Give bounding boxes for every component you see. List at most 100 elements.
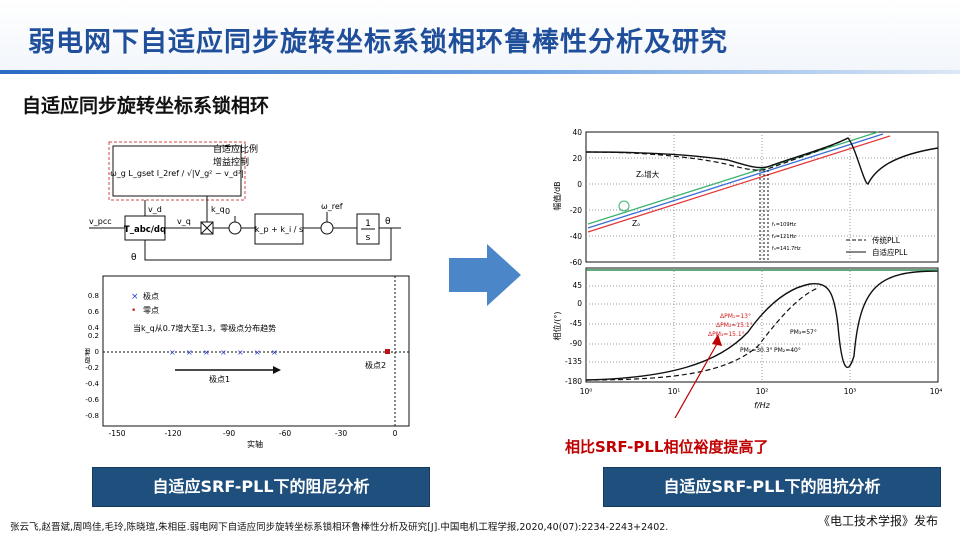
phase-tick: -45	[570, 319, 582, 328]
phase-ylabel: 相位/(°)	[552, 312, 562, 341]
zero-marker-icon: •	[131, 306, 136, 316]
mag-tick: 20	[572, 154, 582, 163]
pole-zero-plot: 0.8 0.6 0.4 0.2 0 -0.2 -0.4 -0.6 -0.8 -1…	[85, 275, 410, 449]
pole-marker: ×	[186, 348, 193, 357]
mag-tick: -20	[570, 206, 582, 215]
publisher-label: 《电工技术学报》发布	[817, 514, 938, 528]
transform-label: T_abc/dq	[124, 225, 166, 235]
pole1-label: 极点1	[209, 374, 230, 384]
pz-xtick: -30	[335, 429, 347, 438]
left-figure: ω_g L_gset I_2ref / √|V_g² − v_d²| 自适应比例…	[85, 132, 420, 450]
dpm-label: ΔPM₃=15.1°	[708, 331, 745, 338]
mag-tick: 0	[577, 180, 582, 189]
phase-ticks: 45 0 -45 -90 -135 -180	[565, 281, 582, 386]
gain-note-line1: 自适应比例	[213, 143, 258, 155]
pi-label: k_p + k_i / s	[255, 225, 303, 234]
title-rule	[0, 70, 960, 74]
right-figure: 40 20 0 -20 -40 -60 幅值/dB Zₒ Zₒ增大 f₁=109…	[548, 126, 946, 418]
pole2-label: 极点2	[365, 360, 386, 370]
freq-tick: 10¹	[668, 387, 681, 396]
caption-damping: 自适应SRF-PLL下的阻尼分析	[92, 467, 430, 507]
freq-label: f₂=121Hz	[772, 234, 796, 240]
note-pointer-arrow	[674, 341, 719, 418]
adaptive-pll-mag-curve	[585, 137, 939, 185]
pz-ytick: 0	[95, 348, 99, 356]
phase-tick: -180	[565, 377, 582, 386]
slide-title: 弱电网下自适应同步旋转坐标系锁相环鲁棒性分析及研究	[28, 27, 728, 58]
adaptive-gain-formula: ω_g L_gset I_2ref / √|V_g² − v_d²|	[110, 169, 244, 178]
traditional-pll-phase-curve	[585, 287, 819, 381]
freq-labels: f₁=109Hz f₂=121Hz f₃=141.7Hz	[772, 222, 801, 252]
zo-increase-label: Zₒ增大	[636, 169, 660, 179]
dpm-label: ΔPM₁=13°	[720, 313, 751, 320]
pz-xtick: -90	[223, 429, 235, 438]
pz-ytick: 0.8	[88, 292, 99, 300]
section-title: 自适应同步旋转坐标系锁相环	[22, 95, 270, 117]
theta-feedback-line	[144, 228, 392, 261]
vd-label: v_d	[148, 205, 162, 214]
zero-ref: 0	[225, 207, 230, 216]
block-diagram: ω_g L_gset I_2ref / √|V_g² − v_d²| 自适应比例…	[89, 141, 401, 263]
mag-ylabel: 幅值/dB	[552, 181, 562, 210]
vq-label: v_q	[177, 217, 191, 226]
pole-marker: ×	[254, 348, 261, 357]
gain-note-line2: 增益控制	[213, 156, 249, 168]
freq-xlabel: f/Hz	[754, 401, 771, 410]
phase-margin-note: 相比SRF-PLL相位裕度提高了	[565, 438, 769, 456]
phase-tick: 0	[577, 299, 582, 308]
pole-marker: ×	[169, 348, 176, 357]
traditional-pll-mag-curve	[585, 137, 849, 171]
legend-adaptive: 自适应PLL	[872, 247, 908, 257]
pz-ytick: 0.4	[88, 324, 100, 332]
pm-label: PM₂=40°	[774, 347, 801, 354]
mag-tick: -40	[570, 232, 582, 241]
pole2-marker	[385, 349, 390, 354]
zo-label: Zₒ	[632, 219, 640, 228]
pm-labels: PM₁=30.3° PM₂=40° PM₃=57°	[740, 329, 817, 354]
omega-ref-label: ω_ref	[321, 202, 343, 211]
title-bar	[0, 0, 960, 72]
kq-label: k_q	[211, 205, 225, 214]
pz-x-ticks: -150 -120 -90 -60 -30 0	[108, 429, 397, 438]
pz-xtick: 0	[393, 429, 398, 438]
pz-xtick: -60	[279, 429, 291, 438]
integrator-den: s	[366, 233, 371, 243]
pz-xtick: -120	[164, 429, 181, 438]
transition-arrow-icon	[449, 244, 521, 306]
pz-ytick: -0.8	[85, 412, 99, 420]
pm-label: PM₁=30.3°	[740, 347, 773, 354]
mag-tick: 40	[572, 128, 582, 137]
zo-line-green	[587, 131, 879, 225]
pz-ytick: 0.2	[88, 332, 99, 340]
pole-marker: ×	[220, 348, 227, 357]
pz-annotation: 当k_q从0.7增大至1.3，零极点分布趋势	[133, 323, 276, 333]
vpcc-label: v_pcc	[89, 217, 112, 226]
pz-ytick: -0.2	[85, 364, 99, 372]
adaptive-pll-phase-curve	[585, 270, 939, 381]
pz-ytick: 0.6	[88, 308, 100, 316]
theta-out-label: θ	[385, 217, 391, 227]
freq-axis-ticks: 10⁰ 10¹ 10² 10³ 10⁴	[580, 387, 943, 396]
sum-junction-1	[228, 221, 242, 235]
caption-impedance: 自适应SRF-PLL下的阻抗分析	[603, 467, 941, 507]
phase-tick: -90	[570, 339, 582, 348]
pole-trace: × × × × × × ×	[169, 348, 278, 357]
zo-line-red	[587, 135, 891, 233]
freq-label: f₁=109Hz	[772, 222, 796, 228]
bode-legend: 传统PLL 自适应PLL	[846, 235, 908, 257]
dpm-labels: ΔPM₁=13° ΔPM₂=15.1° ΔPM₃=15.1°	[708, 313, 753, 338]
freq-tick: 10³	[844, 387, 857, 396]
pz-ylabel: 虚轴	[85, 348, 91, 364]
theta-fb-label: θ	[131, 253, 137, 263]
phase-tick: 45	[572, 281, 582, 290]
phase-tick: -135	[565, 357, 582, 366]
pz-xtick: -150	[108, 429, 125, 438]
pole-marker: ×	[237, 348, 244, 357]
zo-circle	[618, 200, 630, 212]
legend-pole: 极点	[143, 291, 159, 301]
mag-tick: -60	[570, 258, 582, 267]
mag-ticks: 40 20 0 -20 -40 -60	[570, 128, 582, 267]
reference-citation: 张云飞,赵晋斌,周鸣佳,毛玲,陈晓瑄,朱相臣.弱电网下自适应同步旋转坐标系锁相环…	[10, 522, 669, 533]
zo-line-blue	[587, 133, 884, 229]
freq-label: f₃=141.7Hz	[772, 246, 801, 252]
